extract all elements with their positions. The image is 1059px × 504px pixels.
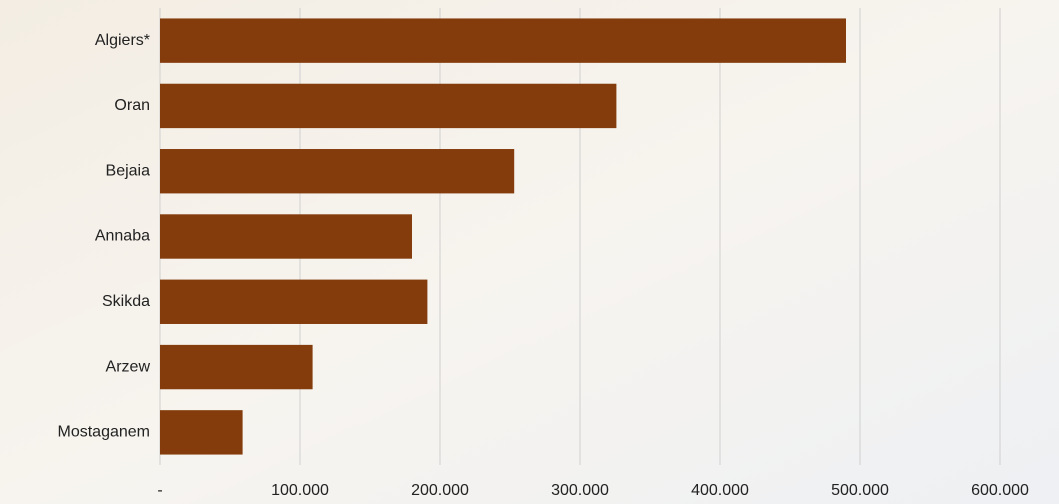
y-tick-label: Mostaganem xyxy=(58,424,151,441)
x-tick-label: 100.000 xyxy=(271,482,329,499)
y-tick-label: Skikda xyxy=(102,293,150,310)
bar xyxy=(160,149,515,194)
bar xyxy=(160,279,428,324)
bar xyxy=(160,214,412,259)
y-tick-label: Annaba xyxy=(95,228,150,245)
x-tick-label: - xyxy=(157,482,162,499)
x-tick-label: 200.000 xyxy=(411,482,469,499)
x-tick-label: 300.000 xyxy=(551,482,609,499)
y-tick-label: Bejaia xyxy=(106,162,151,179)
x-tick-label: 600.000 xyxy=(971,482,1029,499)
bar xyxy=(160,410,243,455)
x-tick-label: 500.000 xyxy=(831,482,889,499)
y-tick-label: Algiers* xyxy=(95,32,150,49)
bar xyxy=(160,83,617,129)
x-tick-label: 400.000 xyxy=(691,482,749,499)
y-tick-label: Arzew xyxy=(106,358,151,375)
y-tick-label: Oran xyxy=(114,97,150,114)
bar xyxy=(160,18,846,63)
bar xyxy=(160,344,313,390)
